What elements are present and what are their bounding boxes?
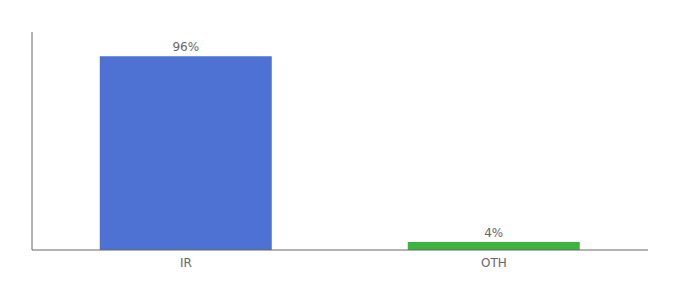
svg-text:96%: 96% xyxy=(172,40,199,54)
svg-text:OTH: OTH xyxy=(481,256,507,270)
svg-text:IR: IR xyxy=(180,256,192,270)
svg-text:4%: 4% xyxy=(484,226,503,240)
